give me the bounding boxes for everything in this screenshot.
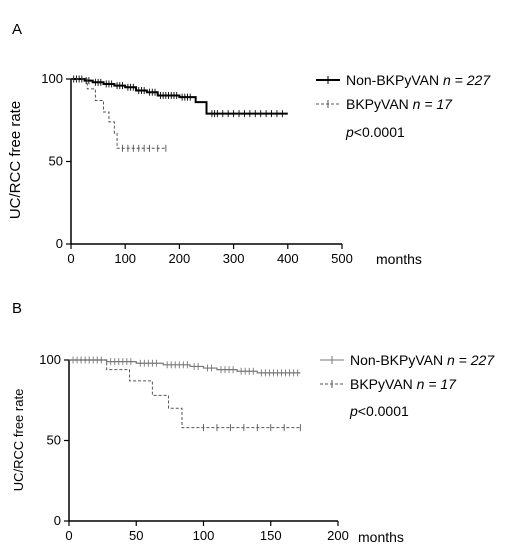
- panel-b-ylabel: UC/RCC free rate: [11, 389, 26, 492]
- panel-a-legend: Non-BKPyVAN n = 227 BKPyVAN n = 17 p<0.0…: [316, 72, 491, 140]
- panel-b-xlabel: months: [358, 529, 404, 545]
- legend-b-non-bkpyvan-label: Non-BKPyVAN n = 227: [350, 352, 495, 368]
- panel-a-pvalue: p<0.0001: [345, 124, 405, 140]
- panel-b-x-tick-label: 50: [129, 528, 143, 543]
- panel-a-ylabel: UC/RCC free rate: [7, 101, 24, 219]
- panel-b-label: B: [12, 300, 22, 317]
- panel-a-y-tick-label: 50: [49, 154, 63, 169]
- panel-b: B UC/RCC free rate 0 50 100 150 200 0 50 100 mo…: [11, 300, 495, 545]
- panel-a-series-non-bkpyvan-line: [71, 78, 288, 115]
- panel-a-series: [71, 75, 288, 152]
- panel-a-x-tick-label: 0: [67, 251, 74, 266]
- panel-b-series-bkpyvan-line: [69, 359, 301, 429]
- panel-a-x-tick-label: 200: [169, 251, 191, 266]
- panel-b-x-tick-label: 0: [65, 528, 72, 543]
- panel-b-axes: 0 50 100 150 200 0 50 100: [39, 352, 349, 543]
- panel-a-label: A: [12, 21, 22, 38]
- panel-b-x-tick-label: 150: [260, 528, 282, 543]
- panel-b-y-tick-label: 100: [39, 352, 61, 367]
- panel-a-xlabel: months: [376, 251, 422, 267]
- panel-a-series-bkpyvan-line: [71, 78, 166, 149]
- panel-a-y-tick-label: 100: [41, 71, 63, 86]
- panel-a-x-tick-label: 100: [114, 251, 136, 266]
- panel-a-x-tick-label: 300: [223, 251, 245, 266]
- panel-b-y-tick-label: 50: [47, 433, 61, 448]
- panel-a: A UC/RCC free rate 0 100 200 300 400 500 0 50 10…: [7, 21, 491, 267]
- panel-b-x-tick-label: 100: [193, 528, 215, 543]
- panel-a-x-tick-label: 400: [277, 251, 299, 266]
- legend-b-bkpyvan-label: BKPyVAN n = 17: [350, 376, 457, 392]
- panel-b-pvalue: p<0.0001: [349, 403, 409, 419]
- panel-b-series: [69, 356, 301, 432]
- panel-a-x-tick-label: 500: [331, 251, 353, 266]
- panel-b-y-tick-label: 0: [54, 513, 61, 528]
- panel-b-legend: Non-BKPyVAN n = 227 BKPyVAN n = 17 p<0.0…: [320, 352, 495, 419]
- panel-a-y-tick-label: 0: [56, 236, 63, 251]
- legend-a-non-bkpyvan-label: Non-BKPyVAN n = 227: [346, 72, 491, 88]
- panel-b-x-tick-label: 200: [327, 528, 349, 543]
- panel-a-axes: 0 100 200 300 400 500 0 50 100: [41, 71, 353, 266]
- legend-a-bkpyvan-label: BKPyVAN n = 17: [346, 96, 453, 112]
